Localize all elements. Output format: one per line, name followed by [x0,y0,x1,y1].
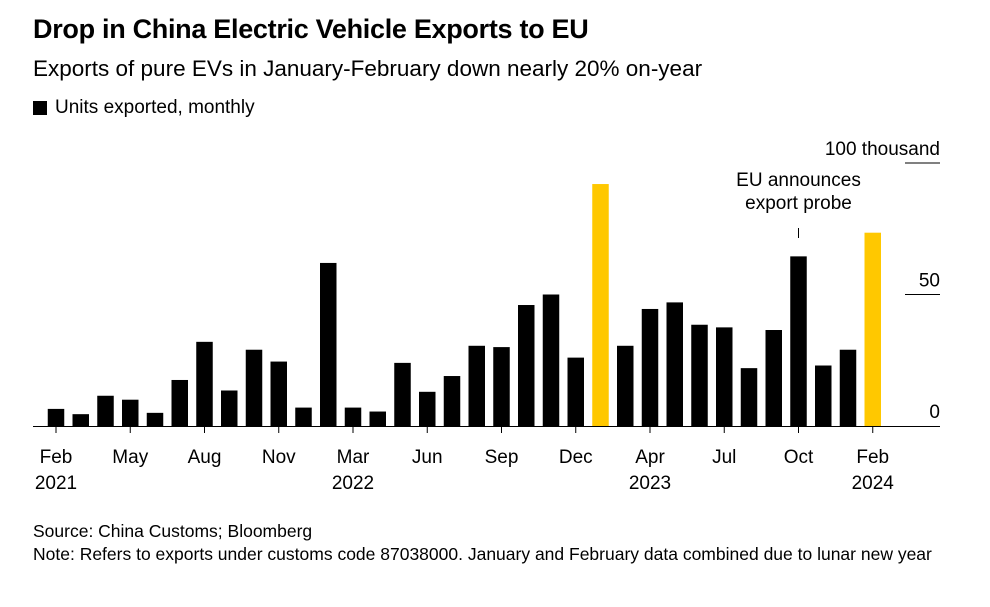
legend-swatch [33,101,47,115]
bar [518,305,535,426]
x-tick-label: Feb [856,447,889,468]
bar [97,395,114,426]
x-tick-label: Jun [412,447,443,468]
bar [196,341,213,426]
x-tick-label: Mar [337,447,370,468]
x-tick-label: Jul [712,447,736,468]
bar [171,379,188,426]
x-tick-year: 2022 [332,473,374,494]
x-tick-year: 2021 [35,473,77,494]
bar [790,256,807,426]
bar [122,399,139,426]
bar [666,302,683,426]
bars [47,184,881,426]
bar [468,345,485,426]
bar [567,357,584,426]
bar [493,347,510,426]
bar [740,368,758,426]
footnote: Note: Refers to exports under customs co… [33,544,932,564]
bar [815,365,832,426]
x-tick-year: 2023 [629,473,671,494]
bar [344,407,362,426]
y-gridlines: 0 50 100 thousand [825,139,940,423]
chart-subtitle: Exports of pure EVs in January-February … [33,56,703,81]
x-tick-label: Feb [40,447,73,468]
x-tick-label: May [112,447,148,468]
bar [716,327,733,426]
x-tick-label: Oct [784,447,814,468]
bar [72,414,89,426]
bar [369,411,386,426]
bar [245,349,263,426]
y-tick-label: 50 [919,271,940,292]
bar [270,361,287,426]
x-tick-label: Sep [485,447,519,468]
footer: Source: China Customs; Bloomberg Note: R… [33,520,933,566]
bar [617,345,634,426]
x-tick-label: Apr [635,447,665,468]
bar [542,294,560,426]
y-tick-label: 100 thousand [825,139,940,160]
legend-label: Units exported, monthly [55,97,255,118]
annotation-text: export probe [745,193,852,214]
bar [320,262,337,426]
chart-title: Drop in China Electric Vehicle Exports t… [33,14,589,44]
bar [839,349,857,426]
x-axis: Feb 2021 May Aug Nov Mar 2022 Jun Sep Dec Apr 2023 J… [33,426,940,494]
annotation-text: EU announces [736,170,861,191]
bar [765,330,782,426]
bar [394,362,411,426]
x-tick-label: Aug [188,447,222,468]
bar [47,408,65,426]
bar [295,407,312,426]
bar [443,376,461,426]
legend: Units exported, monthly [33,97,255,119]
y-tick-label: 0 [929,402,940,423]
x-tick-label: Dec [559,447,593,468]
bar [641,308,659,426]
bar-highlighted [864,232,881,426]
bar [146,412,164,426]
bar [221,390,238,426]
bar-highlighted [592,184,609,426]
x-tick-label: Nov [262,447,296,468]
bar [419,391,436,426]
source-note: Source: China Customs; Bloomberg [33,521,313,541]
bar [691,324,708,426]
x-tick-year: 2024 [852,473,895,494]
